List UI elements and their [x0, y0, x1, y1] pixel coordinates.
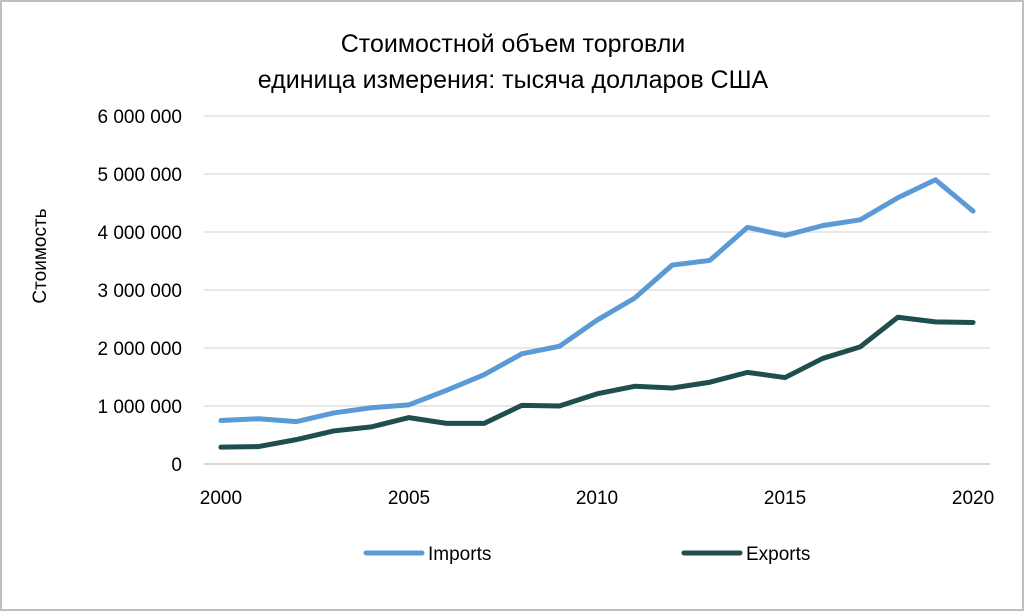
series-line-imports	[218, 177, 976, 425]
legend: Imports Exports	[363, 544, 810, 565]
y-tick-labels: 0 1 000 000 2 000 000 3 000 000 4 000 000 5 0…	[97, 107, 182, 476]
chart-subtitle: единица измерения: тысяча долларов США	[258, 66, 769, 94]
legend-label-imports: Imports	[428, 544, 491, 565]
y-tick-label: 0	[171, 455, 182, 476]
x-tick-label: 2010	[576, 488, 618, 509]
y-tick-label: 1 000 000	[97, 397, 182, 418]
series-lines	[218, 177, 976, 450]
x-tick-label: 2005	[388, 488, 430, 509]
legend-label-exports: Exports	[746, 544, 810, 565]
y-tick-label: 6 000 000	[97, 107, 182, 128]
y-axis-label: Стоимость	[30, 208, 51, 303]
y-tick-label: 2 000 000	[97, 339, 182, 360]
y-tick-label: 4 000 000	[97, 223, 182, 244]
chart-title: Стоимостной объем торговли	[341, 30, 686, 58]
x-tick-label: 2000	[200, 488, 242, 509]
x-tick-label: 2015	[764, 488, 806, 509]
x-tick-label: 2020	[952, 488, 994, 509]
series-line-exports	[218, 314, 976, 450]
gridlines	[204, 115, 990, 465]
y-tick-label: 3 000 000	[97, 281, 182, 302]
y-tick-label: 5 000 000	[97, 165, 182, 186]
x-tick-labels: 2000 2005 2010 2015 2020	[200, 488, 994, 509]
